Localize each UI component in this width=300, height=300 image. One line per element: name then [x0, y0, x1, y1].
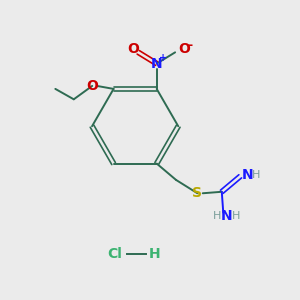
Text: S: S: [192, 186, 203, 200]
Text: Cl: Cl: [107, 247, 122, 261]
Text: O: O: [86, 79, 98, 93]
Text: +: +: [159, 53, 167, 63]
Text: N: N: [151, 57, 163, 70]
Text: N: N: [242, 168, 253, 182]
Text: O: O: [179, 42, 190, 56]
Text: H: H: [251, 170, 260, 180]
Text: -: -: [188, 39, 193, 52]
Text: N: N: [220, 209, 232, 223]
Text: O: O: [127, 42, 139, 56]
Text: H: H: [232, 211, 240, 221]
Text: H: H: [212, 211, 221, 221]
Text: H: H: [148, 247, 160, 261]
